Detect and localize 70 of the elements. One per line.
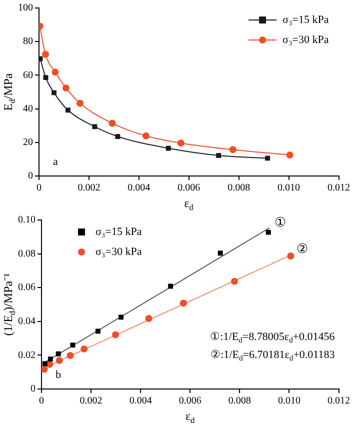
x-tick-label: 0.010 — [278, 182, 300, 194]
point — [43, 75, 48, 80]
legend-label: σ₃=15 kPa — [282, 14, 329, 26]
point — [92, 124, 98, 130]
x-tick-label: 0.006 — [178, 182, 200, 194]
point — [56, 356, 63, 364]
point — [42, 50, 49, 58]
annotation: ② — [296, 241, 309, 256]
point — [118, 314, 124, 320]
y-axis-title: (1/Ed)/MPa⁻¹ — [1, 272, 17, 336]
point — [266, 230, 271, 235]
x-tick-label: 0 — [39, 396, 44, 407]
legend-label: σ₃=30 kPa — [96, 246, 142, 258]
point — [66, 108, 70, 113]
point — [218, 250, 223, 256]
annotation: a — [53, 156, 58, 168]
point — [180, 300, 187, 307]
x-tick-label: 0.002 — [80, 396, 102, 407]
x-tick-label: 0.012 — [328, 182, 350, 194]
y-tick-label: 0.02 — [18, 350, 36, 361]
point — [112, 331, 120, 338]
point — [66, 352, 74, 360]
point — [115, 134, 120, 139]
y-tick-label: 0.06 — [18, 282, 36, 294]
point — [56, 351, 61, 356]
y-tick-label: 0.10 — [18, 214, 36, 226]
y-tick-label: 60 — [23, 70, 33, 81]
y-tick-label: 40 — [23, 103, 33, 114]
y-tick-label: 0 — [28, 170, 33, 182]
x-tick-label: 0.012 — [328, 396, 350, 407]
point — [80, 345, 88, 352]
point — [166, 146, 171, 151]
point — [42, 361, 48, 366]
y-tick-label: 80 — [23, 36, 33, 48]
y-tick-label: 20 — [23, 137, 33, 148]
point — [145, 315, 152, 322]
point — [96, 328, 100, 334]
point — [287, 252, 294, 260]
x-tick-label: 0.008 — [228, 396, 251, 407]
point — [265, 156, 270, 161]
y-axis-title: Ed/MPa — [1, 72, 17, 111]
y-tick-label: 0.04 — [18, 316, 36, 328]
x-tick-label: 0.008 — [228, 182, 250, 194]
point — [76, 100, 84, 107]
legend-label: σ₃=30 kPa — [282, 34, 329, 46]
point — [70, 342, 76, 348]
y-tick-label: 100 — [18, 2, 33, 14]
legend-label: σ₃=15 kPa — [96, 226, 142, 238]
x-tick-label: 0.002 — [78, 182, 100, 194]
point — [52, 68, 59, 76]
y-tick-label: 0 — [30, 384, 36, 395]
x-tick-label: 0.006 — [178, 396, 202, 407]
point — [42, 366, 48, 373]
point — [229, 146, 236, 154]
annotation: b — [56, 368, 62, 381]
point — [48, 356, 53, 362]
annotation: ① — [274, 214, 286, 230]
point — [52, 90, 56, 96]
point — [142, 132, 150, 140]
x-tick-label: 0.004 — [128, 182, 150, 194]
y-tick-label: 0.08 — [18, 248, 36, 260]
point — [286, 152, 294, 158]
point — [177, 140, 184, 147]
x-tick-label: 0.010 — [278, 396, 300, 407]
point — [168, 284, 174, 289]
point — [108, 120, 116, 127]
point — [216, 153, 222, 158]
x-tick-label: 0.004 — [129, 396, 152, 407]
point — [230, 278, 238, 285]
point — [62, 84, 70, 92]
